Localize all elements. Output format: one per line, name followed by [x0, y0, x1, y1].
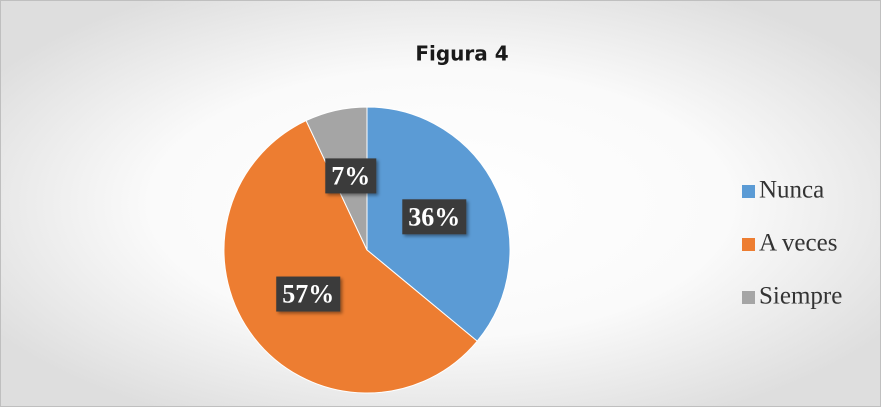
legend-swatch — [742, 291, 755, 304]
data-label-box — [325, 158, 377, 194]
data-label-text: 7% — [331, 161, 370, 190]
legend-label: A veces — [759, 230, 837, 257]
pie-slice — [223, 119, 478, 394]
data-label-box — [276, 276, 341, 312]
data-label-text: 36% — [408, 202, 460, 231]
data-label-box — [402, 199, 467, 235]
chart-title: Figura 4 — [415, 42, 508, 66]
legend-label: Nunca — [759, 177, 824, 204]
legend-swatch — [742, 185, 755, 198]
legend-label: Siempre — [759, 283, 842, 310]
legend-swatch — [742, 238, 755, 251]
data-label: 57% — [276, 276, 341, 312]
data-label: 36% — [402, 199, 467, 235]
data-label: 7% — [325, 158, 377, 194]
data-label-text: 57% — [282, 280, 334, 309]
